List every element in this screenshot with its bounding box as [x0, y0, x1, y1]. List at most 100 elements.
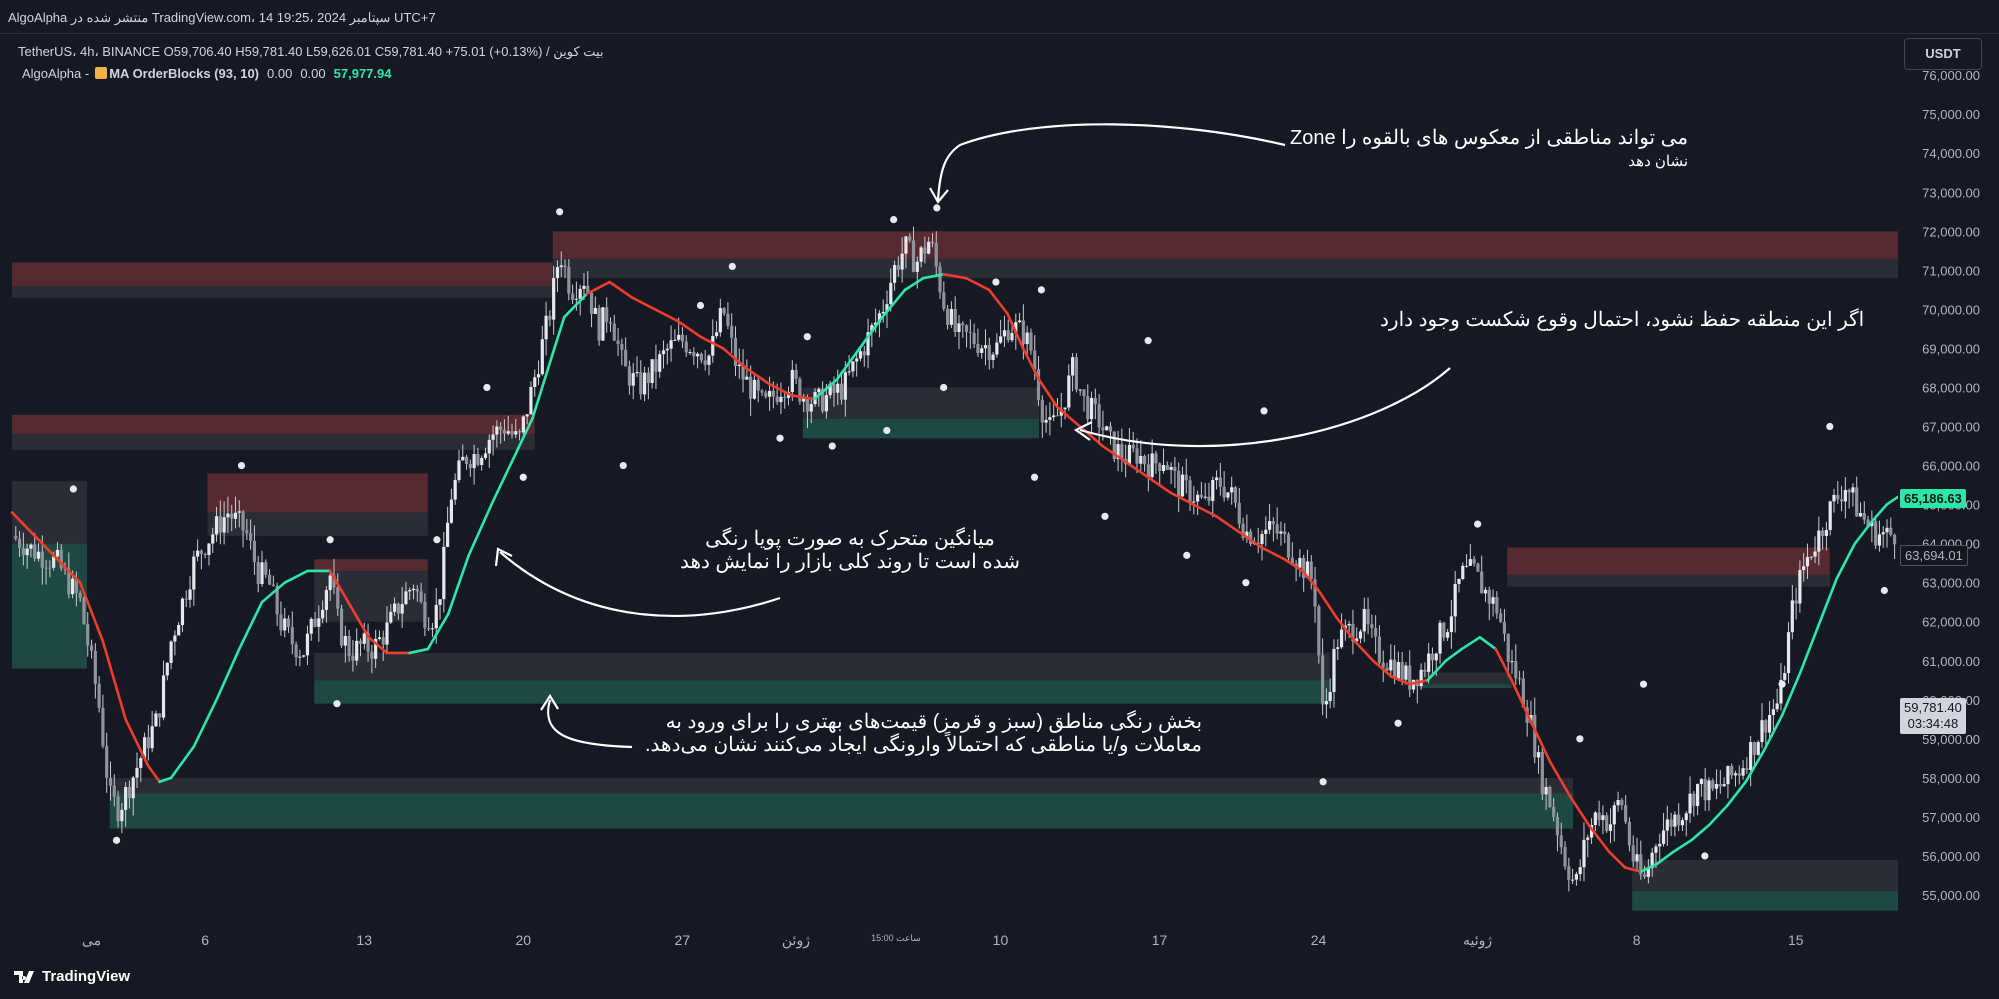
candle-body [1677, 814, 1681, 826]
candle-body [237, 511, 241, 513]
candle-body [230, 513, 234, 519]
ma-segment [1444, 647, 1464, 663]
candle-body [680, 334, 685, 342]
candle-body [1680, 820, 1685, 826]
pivot-dot [433, 536, 441, 544]
candle-body [427, 628, 431, 630]
candle-body [1624, 805, 1628, 822]
price-tick-label: 69,000.00 [1922, 341, 1980, 356]
pivot-dot [333, 700, 341, 708]
ma-price-label: 65,186.63 [1900, 489, 1966, 508]
ma-segment [1124, 460, 1150, 479]
candle-body [1487, 589, 1491, 604]
time-tick-label: 8 [1633, 932, 1641, 948]
indicator-author: AlgoAlpha - [22, 66, 90, 81]
candle-body [1097, 404, 1101, 428]
candle-body [1650, 852, 1654, 869]
candle-body [154, 713, 158, 727]
candle-body [1605, 815, 1609, 831]
candle-body [1578, 867, 1582, 875]
candle-body [968, 331, 972, 333]
candle-body [673, 339, 677, 341]
candle-body [858, 351, 863, 359]
bullish-zone-upper [109, 777, 1574, 794]
ma-segment [1569, 796, 1593, 830]
candle-body [1597, 812, 1601, 821]
candle-body [1324, 701, 1329, 705]
candle-body [1506, 633, 1510, 662]
candle-body [999, 336, 1003, 343]
pivot-dot [1639, 680, 1648, 688]
candle-body [328, 575, 332, 591]
candle-body [71, 578, 75, 595]
candle-body [321, 609, 325, 619]
indicator-value-3: 57,977.94 [333, 66, 392, 81]
candle-body [290, 627, 294, 645]
candle-body [896, 265, 900, 270]
candle-body [1305, 561, 1310, 578]
candle-body [203, 553, 207, 555]
candle-body [196, 550, 200, 557]
candle-body [124, 786, 128, 810]
candle-body [892, 265, 897, 283]
ma-segment [1460, 636, 1482, 651]
candle-body [1714, 784, 1719, 789]
candle-body [116, 796, 120, 822]
annotation-arrows [494, 123, 1451, 749]
candle-body [839, 383, 844, 400]
pivot-dot [112, 836, 121, 844]
candle-body [783, 396, 787, 398]
indicator-legend[interactable]: AlgoAlpha - MA OrderBlocks (93, 10) 0.00 0.… [22, 66, 391, 81]
ma-segment [1389, 675, 1411, 686]
tradingview-logo[interactable]: TradingView [14, 968, 130, 985]
candle-body [1260, 533, 1264, 545]
candle-body [567, 266, 571, 294]
candle-body [385, 622, 389, 645]
break-annotation-arrowhead [1073, 421, 1093, 441]
currency-button[interactable]: USDT [1904, 38, 1982, 70]
candle-body [1499, 613, 1503, 622]
ma-segment [169, 745, 196, 780]
candle-body [480, 458, 484, 465]
ma-segment [903, 276, 925, 292]
candle-body [142, 737, 147, 759]
candle-body [1184, 474, 1188, 481]
candle-body [1332, 648, 1336, 693]
candle-body [877, 313, 882, 323]
candle-body [1775, 703, 1779, 710]
candle-body [658, 354, 662, 372]
candle-body [642, 372, 647, 395]
candle-body [1139, 455, 1143, 464]
candle-body [798, 378, 802, 402]
candle-body [593, 307, 597, 314]
ma-annotation-arrowhead [494, 547, 513, 567]
candle-body [563, 265, 567, 267]
candle-body [1339, 629, 1344, 648]
indicator-value-2: 0.00 [300, 66, 326, 81]
candle-body [646, 372, 650, 384]
candle-body [74, 578, 78, 593]
candle-body [1423, 669, 1427, 672]
price-tick-label: 74,000.00 [1922, 146, 1980, 161]
candle-body [1567, 866, 1571, 880]
candle-body [1351, 623, 1355, 642]
candle-body [1786, 632, 1791, 674]
candle-body [1370, 624, 1374, 629]
candle-body [972, 332, 976, 344]
candle-body [1169, 466, 1173, 470]
candle-body [506, 431, 510, 434]
candle-body [423, 601, 427, 629]
candle-body [1749, 742, 1753, 770]
ma-segment [1639, 862, 1659, 873]
candle-body [726, 313, 730, 326]
candle-body [1267, 521, 1272, 530]
candle-body [1321, 655, 1325, 705]
pivot-dot [1144, 337, 1152, 345]
candle-body [1442, 622, 1446, 638]
candle-body [510, 431, 514, 435]
candle-body [233, 512, 238, 519]
candle-body [832, 383, 836, 393]
candle-body [169, 641, 173, 663]
price-tick-label: 55,000.00 [1922, 888, 1980, 903]
